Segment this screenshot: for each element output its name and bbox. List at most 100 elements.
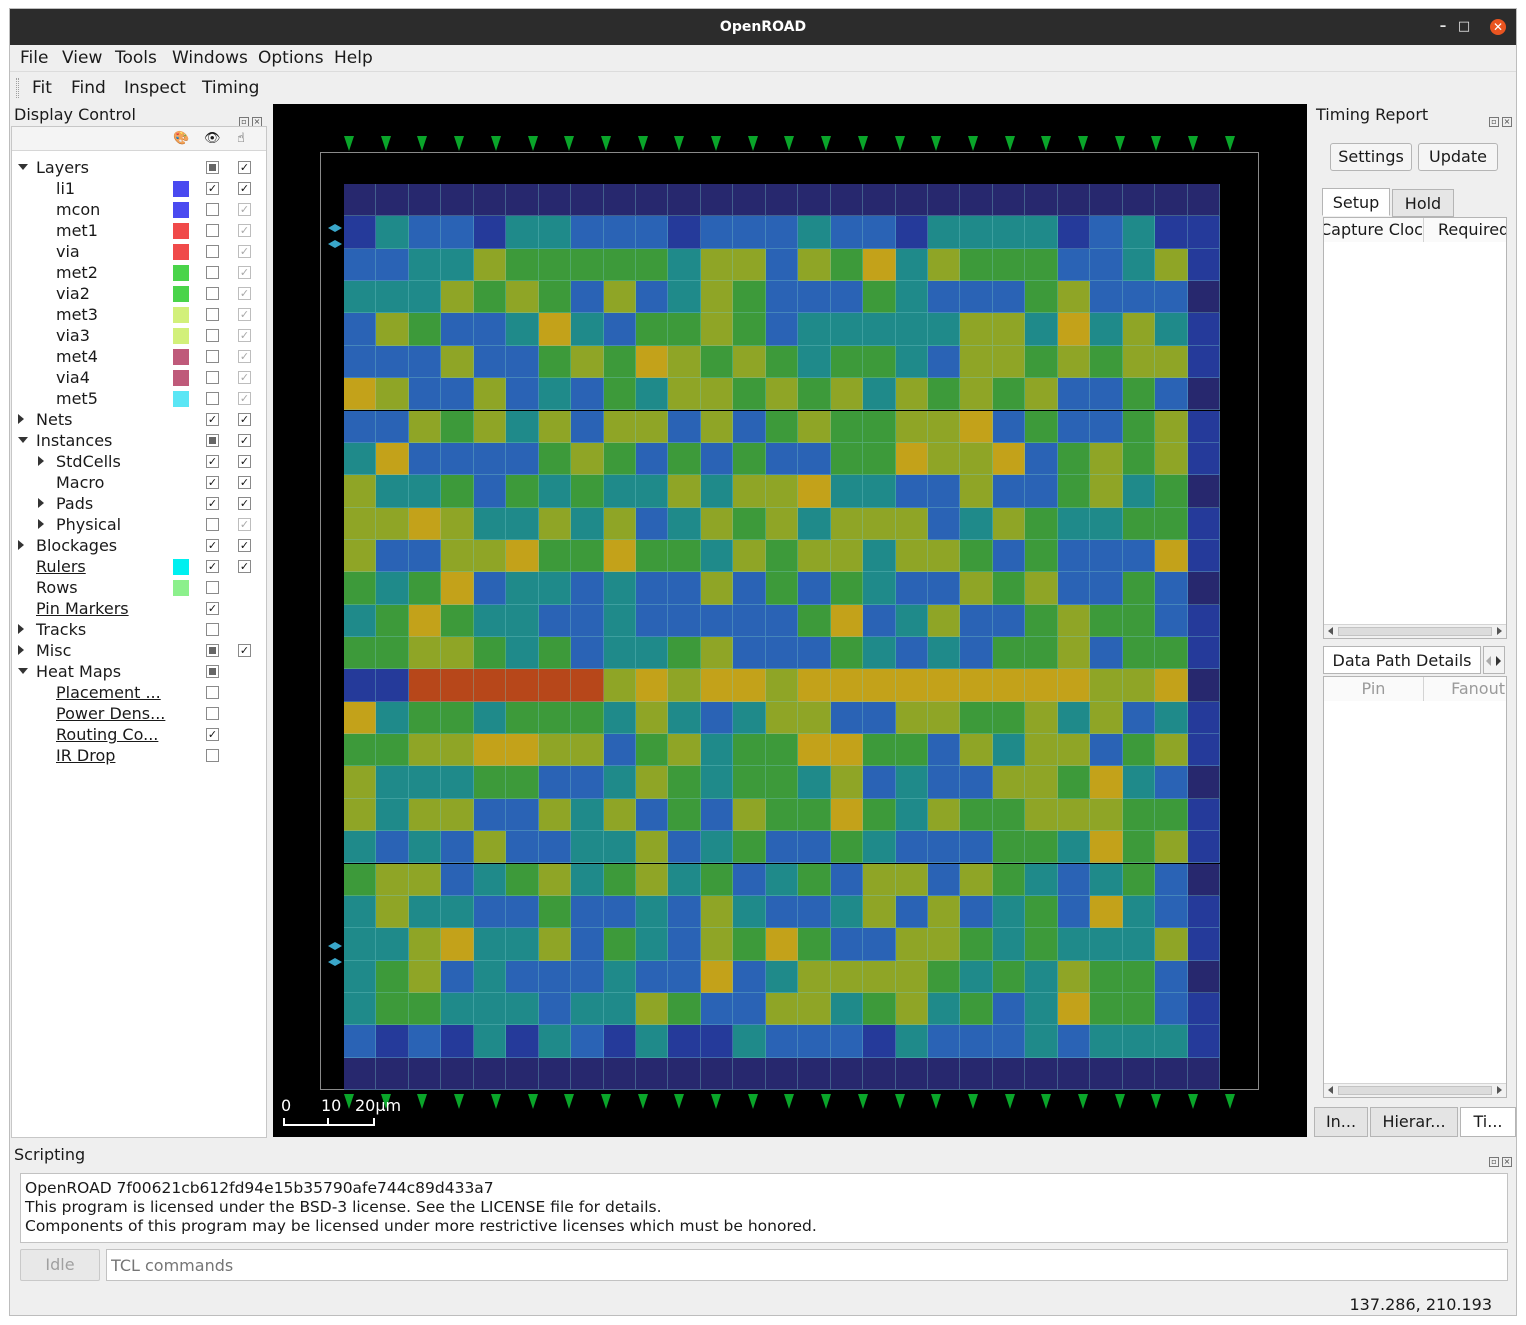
selectable-checkbox[interactable]: ✓	[238, 161, 251, 174]
float-icon[interactable]: ▫	[1489, 117, 1499, 127]
chevron-down-icon[interactable]	[18, 668, 28, 674]
selectable-checkbox[interactable]: ✓	[238, 350, 251, 363]
tree-row[interactable]: Misc ✓	[12, 640, 266, 661]
chevron-down-icon[interactable]	[18, 164, 28, 170]
visible-checkbox[interactable]	[206, 308, 219, 321]
color-swatch[interactable]	[173, 391, 189, 407]
selectable-checkbox[interactable]: ✓	[238, 266, 251, 279]
visible-checkbox[interactable]: ✓	[206, 413, 219, 426]
color-swatch[interactable]	[173, 328, 189, 344]
selectable-checkbox[interactable]: ✓	[238, 371, 251, 384]
visible-checkbox[interactable]	[206, 644, 219, 657]
tree-row[interactable]: via4 ✓	[12, 367, 266, 388]
scroll-left-icon[interactable]	[1328, 1086, 1333, 1094]
selectable-checkbox[interactable]: ✓	[238, 203, 251, 216]
tree-row[interactable]: Instances ✓	[12, 430, 266, 451]
tree-row[interactable]: met3 ✓	[12, 304, 266, 325]
tree-row[interactable]: Pads ✓ ✓	[12, 493, 266, 514]
color-swatch[interactable]	[173, 244, 189, 260]
idle-button[interactable]: Idle	[20, 1249, 100, 1281]
selectable-checkbox[interactable]: ✓	[238, 413, 251, 426]
selectable-checkbox[interactable]: ✓	[238, 497, 251, 510]
selectable-checkbox[interactable]: ✓	[238, 182, 251, 195]
scroll-right-icon[interactable]	[1497, 627, 1502, 635]
menu-file[interactable]: File	[20, 48, 49, 68]
selectable-checkbox[interactable]: ✓	[238, 392, 251, 405]
visible-checkbox[interactable]: ✓	[206, 455, 219, 468]
layout-view[interactable]: 0 10 20µm	[273, 104, 1307, 1137]
selectable-checkbox[interactable]: ✓	[238, 308, 251, 321]
selectable-checkbox[interactable]: ✓	[238, 644, 251, 657]
tab-hold[interactable]: Hold	[1392, 189, 1454, 217]
visible-checkbox[interactable]: ✓	[206, 602, 219, 615]
tab-setup[interactable]: Setup	[1322, 188, 1390, 216]
menu-tools[interactable]: Tools	[115, 48, 157, 68]
close-icon[interactable]: ✕	[1490, 19, 1506, 35]
chevron-right-icon[interactable]	[38, 498, 44, 508]
script-output[interactable]: OpenROAD 7f00621cb612fd94e15b35790afe744…	[20, 1173, 1508, 1243]
visible-checkbox[interactable]: ✓	[206, 539, 219, 552]
color-swatch[interactable]	[173, 349, 189, 365]
tab-left-icon[interactable]	[1486, 656, 1491, 666]
timing-button[interactable]: Timing	[202, 78, 260, 98]
visible-checkbox[interactable]	[206, 518, 219, 531]
scroll-left-icon[interactable]	[1328, 627, 1333, 635]
tree-row[interactable]: met5 ✓	[12, 388, 266, 409]
menu-help[interactable]: Help	[334, 48, 373, 68]
toolbar-grip[interactable]	[16, 78, 19, 98]
color-swatch[interactable]	[173, 223, 189, 239]
chevron-right-icon[interactable]	[38, 519, 44, 529]
color-swatch[interactable]	[173, 286, 189, 302]
tree-row[interactable]: Rows	[12, 577, 266, 598]
visible-checkbox[interactable]	[206, 287, 219, 300]
selectable-checkbox[interactable]: ✓	[238, 224, 251, 237]
tree-row[interactable]: Physical ✓	[12, 514, 266, 535]
tree-row[interactable]: Pin Markers ✓	[12, 598, 266, 619]
menu-view[interactable]: View	[62, 48, 103, 68]
visible-checkbox[interactable]	[206, 665, 219, 678]
scroll-thumb[interactable]	[1338, 627, 1492, 636]
visible-checkbox[interactable]	[206, 245, 219, 258]
visible-checkbox[interactable]	[206, 161, 219, 174]
tree-row[interactable]: met4 ✓	[12, 346, 266, 367]
visible-checkbox[interactable]: ✓	[206, 476, 219, 489]
visible-checkbox[interactable]	[206, 224, 219, 237]
timing-paths-table[interactable]: Capture Cloc Required	[1323, 217, 1507, 639]
visible-checkbox[interactable]	[206, 371, 219, 384]
tree-row[interactable]: met2 ✓	[12, 262, 266, 283]
tree-row[interactable]: IR Drop	[12, 745, 266, 766]
selectable-checkbox[interactable]: ✓	[238, 329, 251, 342]
selectable-checkbox[interactable]: ✓	[238, 518, 251, 531]
tree-row[interactable]: mcon ✓	[12, 199, 266, 220]
tree-row[interactable]: Layers ✓	[12, 157, 266, 178]
tree-row[interactable]: Tracks	[12, 619, 266, 640]
menu-windows[interactable]: Windows	[172, 48, 248, 68]
visible-checkbox[interactable]	[206, 392, 219, 405]
close-dock-icon[interactable]: ×	[1502, 1157, 1512, 1167]
visible-checkbox[interactable]: ✓	[206, 182, 219, 195]
tree-row[interactable]: Blockages ✓ ✓	[12, 535, 266, 556]
update-button[interactable]: Update	[1418, 143, 1498, 171]
column-pin[interactable]: Pin	[1324, 677, 1424, 701]
inspect-button[interactable]: Inspect	[124, 78, 186, 98]
selectable-checkbox[interactable]: ✓	[238, 245, 251, 258]
tree-row[interactable]: Placement ...	[12, 682, 266, 703]
tree-row[interactable]: via ✓	[12, 241, 266, 262]
tree-row[interactable]: met1 ✓	[12, 220, 266, 241]
visible-checkbox[interactable]	[206, 203, 219, 216]
column-fanout[interactable]: Fanout	[1424, 677, 1506, 701]
scroll-thumb[interactable]	[1338, 1086, 1492, 1095]
selectable-checkbox[interactable]: ✓	[238, 287, 251, 300]
chevron-right-icon[interactable]	[18, 645, 24, 655]
selectable-checkbox[interactable]: ✓	[238, 560, 251, 573]
settings-button[interactable]: Settings	[1330, 143, 1412, 171]
close-dock-icon[interactable]: ×	[1502, 117, 1512, 127]
data-path-table[interactable]: Pin Fanout	[1323, 676, 1507, 1098]
tree-row[interactable]: StdCells ✓ ✓	[12, 451, 266, 472]
tab-scroll-buttons[interactable]	[1483, 646, 1505, 674]
tree-row[interactable]: Rulers ✓ ✓	[12, 556, 266, 577]
paths-hscrollbar[interactable]	[1324, 624, 1506, 638]
tree-row[interactable]: Heat Maps	[12, 661, 266, 682]
chevron-right-icon[interactable]	[18, 624, 24, 634]
chevron-down-icon[interactable]	[18, 437, 28, 443]
